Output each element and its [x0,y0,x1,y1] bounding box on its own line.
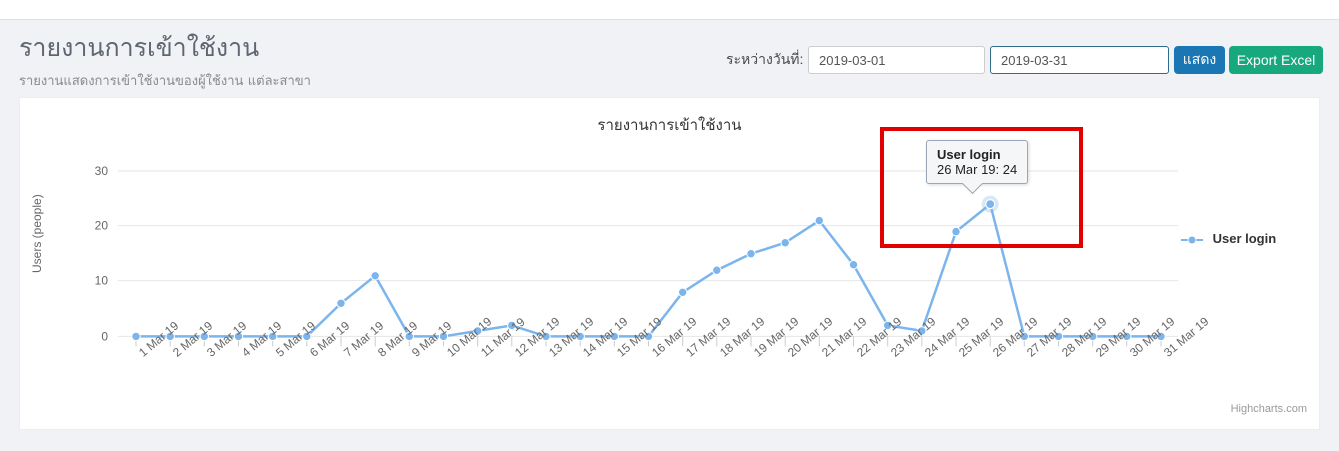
svg-text:0: 0 [101,329,108,343]
svg-text:20: 20 [95,219,109,233]
svg-text:30: 30 [95,164,109,178]
svg-text:10: 10 [95,274,109,288]
